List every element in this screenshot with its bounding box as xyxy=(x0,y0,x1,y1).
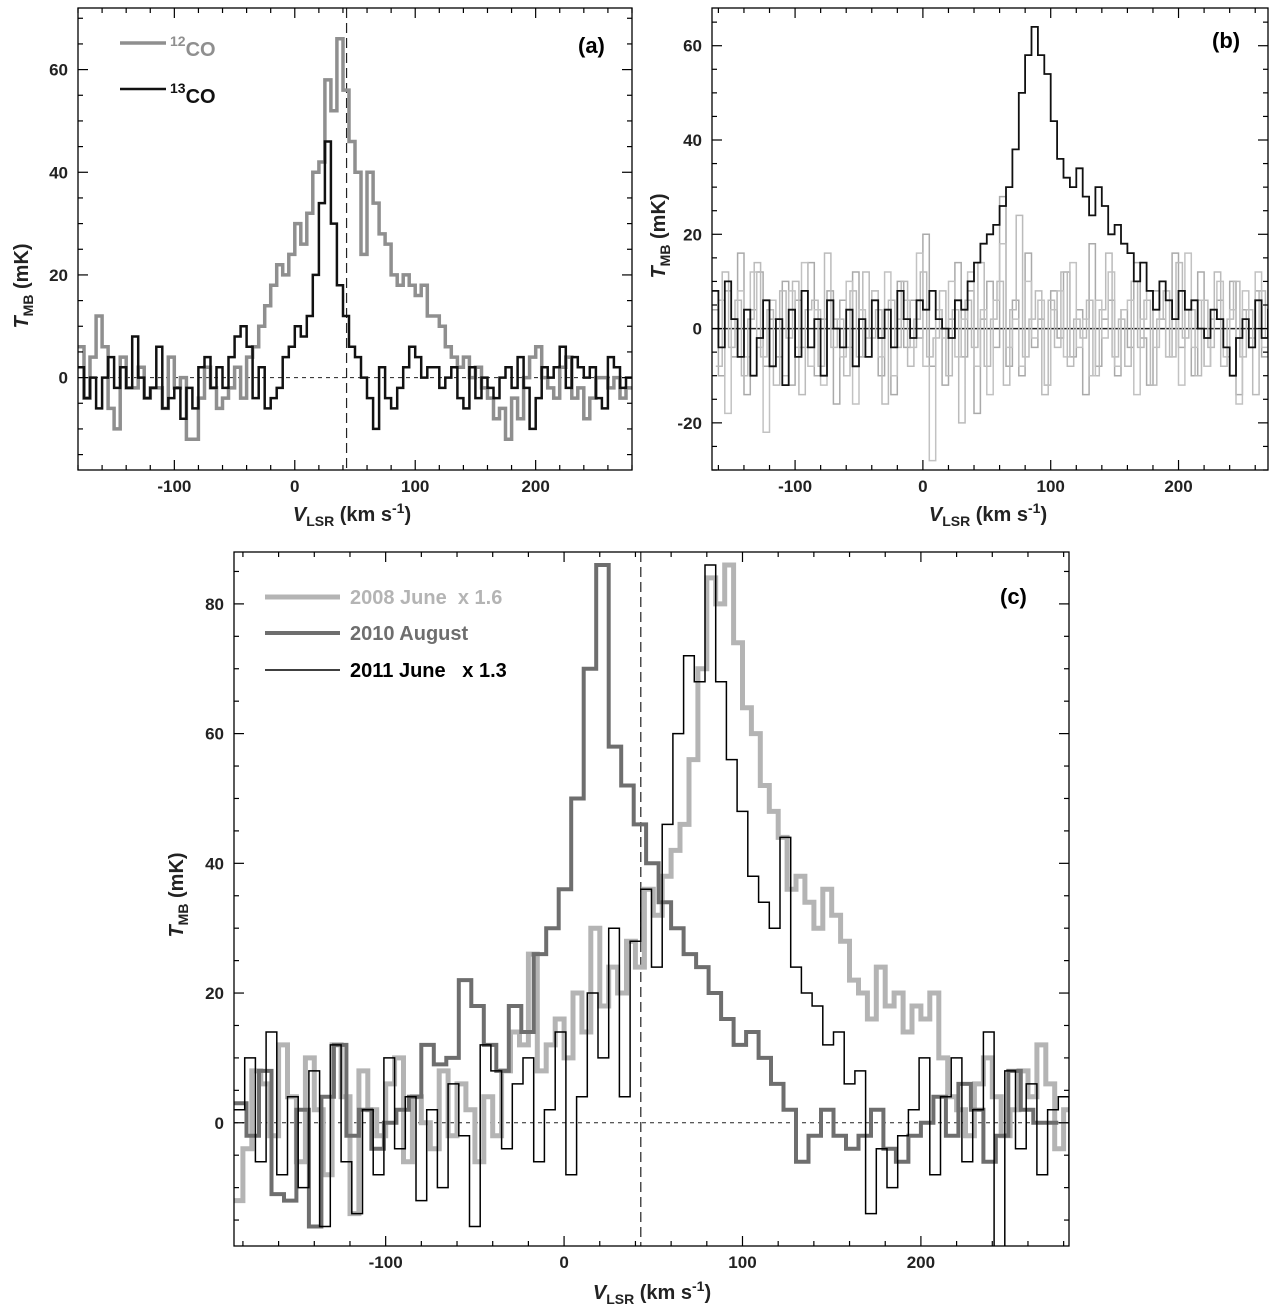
series-line-b-1 xyxy=(715,214,1268,424)
y-tick-label-b: 20 xyxy=(683,225,702,244)
legend-label-13co: 13CO xyxy=(170,80,216,108)
plot-frame-a xyxy=(77,7,633,471)
y-tick-label-c: 40 xyxy=(205,854,224,873)
legend-label-12co: 12CO xyxy=(170,33,216,61)
x-tick-label-b: 200 xyxy=(1164,477,1192,496)
legend-label-2008: 2008 June x 1.6 xyxy=(350,587,502,609)
y-tick-label-c: 0 xyxy=(215,1114,224,1133)
legend-label-2010: 2010 August xyxy=(350,623,469,645)
panel-label-c: (c) xyxy=(1000,584,1027,609)
panel-label-a: (a) xyxy=(578,33,605,58)
y-axis-label-c: TMB (mK) xyxy=(166,852,191,937)
y-tick-label-c: 60 xyxy=(205,725,224,744)
y-tick-label-c: 20 xyxy=(205,984,224,1003)
series-line-b-3 xyxy=(712,26,1268,386)
x-tick-label-b: 100 xyxy=(1037,477,1065,496)
y-tick-label-b: 0 xyxy=(693,320,702,339)
x-axis-label-c: VLSR (km s-1) xyxy=(593,1278,711,1307)
plot-frame-c xyxy=(233,551,1070,1247)
y-tick-label-a: 60 xyxy=(49,61,68,80)
x-tick-label-a: -100 xyxy=(157,477,191,496)
x-tick-label-c: -100 xyxy=(369,1253,403,1272)
y-axis-label-b: TMB (mK) xyxy=(648,193,673,278)
y-tick-label-c: 80 xyxy=(205,595,224,614)
y-tick-label-b: -20 xyxy=(677,414,702,433)
series-line-b-0 xyxy=(712,195,1268,415)
series-line-c-2 xyxy=(234,564,1069,1246)
y-tick-label-b: 40 xyxy=(683,131,702,150)
x-axis-label-a: VLSR (km s-1) xyxy=(293,500,411,529)
panel-label-b: (b) xyxy=(1212,28,1240,53)
panel-b: -100 0 100 200 -20 0 20 40 60 (b) TMB (mK) VLSR … xyxy=(648,7,1269,529)
x-tick-label-b: 0 xyxy=(918,477,927,496)
x-axis-label-b: VLSR (km s-1) xyxy=(929,500,1047,529)
x-tick-label-c: 0 xyxy=(559,1253,568,1272)
legend-label-2011: 2011 June x 1.3 xyxy=(350,660,507,682)
panel-c: -100 0 100 200 0 20 40 60 80 (c) TMB (mK) VLSR (… xyxy=(166,551,1070,1307)
y-axis-label-a: TMB (mK) xyxy=(11,243,36,328)
x-tick-label-c: 200 xyxy=(907,1253,935,1272)
series-line-c-0 xyxy=(234,562,1069,1217)
x-tick-label-a: 0 xyxy=(290,477,299,496)
x-tick-label-b: -100 xyxy=(778,477,812,496)
panel-a: -100 0 100 200 0 20 40 60 (a) TMB (mK) VLSR (km… xyxy=(11,7,633,529)
y-tick-label-b: 60 xyxy=(683,37,702,56)
series-line-c-1 xyxy=(234,563,1059,1229)
y-tick-label-a: 0 xyxy=(59,369,68,388)
y-tick-label-a: 20 xyxy=(49,266,68,285)
x-tick-label-a: 200 xyxy=(521,477,549,496)
legend-a: 12CO 13CO xyxy=(120,33,216,108)
x-tick-label-c: 100 xyxy=(728,1253,756,1272)
series-line-a-1 xyxy=(78,140,632,431)
y-tick-label-a: 40 xyxy=(49,163,68,182)
plot-frame-b xyxy=(711,7,1269,471)
legend-c: 2008 June x 1.6 2010 August 2011 June x … xyxy=(265,587,507,682)
series-line-a-0 xyxy=(78,37,632,441)
x-tick-label-a: 100 xyxy=(401,477,429,496)
